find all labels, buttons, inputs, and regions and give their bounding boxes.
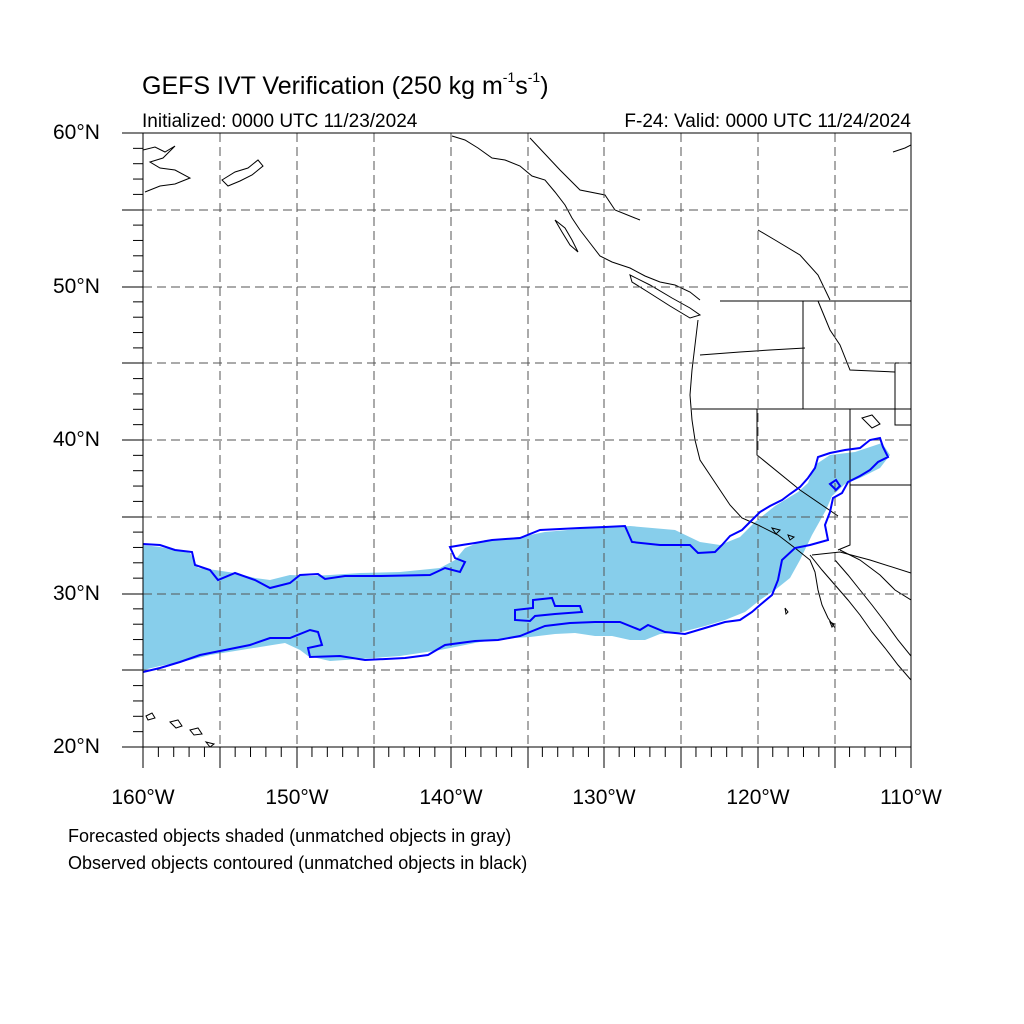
caption-observed: Observed objects contoured (unmatched ob… xyxy=(68,853,528,873)
graticule xyxy=(143,133,911,747)
coastlines-and-borders xyxy=(143,135,911,747)
kodiak-island xyxy=(221,159,264,187)
lat-label-30: 30°N xyxy=(53,582,100,605)
minor-ticks xyxy=(133,147,897,757)
observed-inner-hole-1 xyxy=(514,596,584,623)
upper-right-coast xyxy=(892,144,911,153)
bc-interior-border xyxy=(529,137,641,221)
observed-inner-hole-2 xyxy=(828,478,842,492)
lon-label-110w: 110°W xyxy=(880,786,942,809)
wyoming-border xyxy=(894,362,911,426)
lat-label-50: 50°N xyxy=(53,275,100,298)
hawaii-islands xyxy=(145,712,216,747)
coast-islands xyxy=(554,219,579,253)
vancouver-island xyxy=(629,274,702,319)
alaska-panhandle-coast xyxy=(451,135,701,301)
us-west-coast xyxy=(689,319,836,629)
washington-oregon-border xyxy=(699,347,806,356)
mainland-mexico-coast xyxy=(839,549,911,601)
lon-label-130w: 130°W xyxy=(572,786,636,809)
forecast-object xyxy=(143,443,890,670)
observed-object-contours xyxy=(143,436,890,673)
lon-label-160w: 160°W xyxy=(111,786,175,809)
us-mexico-border xyxy=(811,551,911,574)
lat-label-60: 60°N xyxy=(53,121,100,144)
bc-alberta-border xyxy=(757,229,831,301)
initialized-label: Initialized: 0000 UTC 11/23/2024 xyxy=(142,111,418,132)
alaska-coast xyxy=(143,145,192,193)
gulf-coast xyxy=(834,559,911,657)
valid-time-label: F-24: Valid: 0000 UTC 11/24/2024 xyxy=(624,111,911,132)
axis-ticks xyxy=(122,132,912,768)
great-salt-lake xyxy=(861,414,881,429)
lat-label-40: 40°N xyxy=(53,428,100,451)
montana-idaho-border xyxy=(817,300,896,373)
lat-label-20: 20°N xyxy=(53,735,100,758)
observed-object xyxy=(143,436,890,673)
baja-peninsula xyxy=(809,554,911,681)
map-title: GEFS IVT Verification (250 kg m-1s-1) xyxy=(142,69,549,100)
lon-label-150w: 150°W xyxy=(265,786,329,809)
forecast-object-shading xyxy=(143,443,890,670)
lon-label-120w: 120°W xyxy=(726,786,790,809)
arizona-border xyxy=(837,485,851,551)
caption-forecast: Forecasted objects shaded (unmatched obj… xyxy=(68,826,512,846)
channel-islands xyxy=(770,527,835,629)
lon-label-140w: 140°W xyxy=(419,786,483,809)
california-nevada-border xyxy=(756,409,839,517)
